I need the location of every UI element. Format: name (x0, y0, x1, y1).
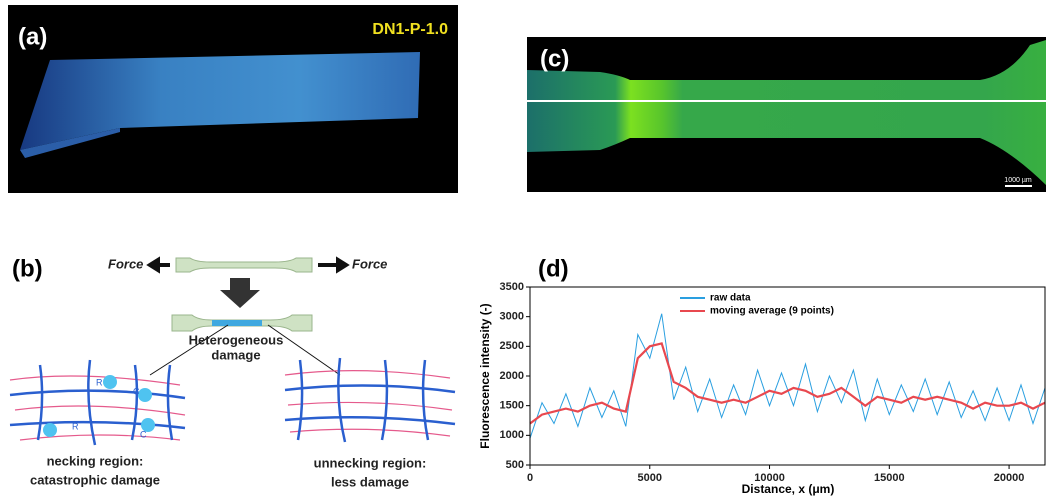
necking-label: catastrophic damage (30, 472, 160, 487)
pointer (149, 324, 229, 376)
x-tick-label: 5000 (638, 472, 662, 484)
y-tick-label: 1500 (500, 400, 524, 412)
panel-label: (a) (18, 23, 47, 50)
y-tick-label: 500 (506, 459, 524, 471)
damage-spots (43, 375, 155, 437)
gel-3d (20, 52, 420, 150)
sample-name: DN1-P-1.0 (372, 21, 448, 38)
x-tick-label: 10000 (754, 472, 785, 484)
panel-label: (b) (12, 255, 43, 282)
legend-label: raw data (710, 293, 751, 304)
scale-bar-label: 1000 µm (1004, 177, 1032, 184)
necking-label: necking region: (47, 453, 144, 468)
y-axis-label: Fluorescence intensity (-) (478, 303, 492, 448)
y-tick-label: 3000 (500, 311, 524, 323)
x-axis-label: Distance, x (μm) (742, 482, 835, 496)
panel-label: (d) (538, 255, 569, 282)
sample-strip (527, 40, 1046, 185)
marker: C (140, 429, 147, 439)
series-line (529, 342, 1046, 425)
unnecking-label: unnecking region: (314, 455, 427, 470)
x-tick-label: 0 (527, 472, 533, 484)
y-tick-label: 3500 (500, 281, 524, 293)
network-unnecking (284, 357, 456, 443)
damage-label: damage (211, 347, 260, 362)
force-label: Force (352, 256, 387, 271)
marker: R (72, 421, 79, 431)
force-arrow (318, 256, 350, 274)
gel-edge (20, 128, 120, 158)
force-arrow (146, 256, 170, 274)
damage-zone (212, 320, 262, 326)
panel-label: (c) (540, 45, 569, 72)
down-arrow (220, 278, 260, 308)
x-tick-label: 20000 (994, 472, 1025, 484)
y-tick-label: 2000 (500, 370, 524, 382)
force-label: Force (108, 256, 143, 271)
y-tick-label: 1000 (500, 429, 524, 441)
legend-label: moving average (9 points) (710, 306, 834, 317)
marker: R (96, 377, 103, 387)
x-tick-label: 15000 (874, 472, 905, 484)
damage-label: Heterogeneous (189, 332, 284, 347)
series-line (529, 313, 1046, 439)
pointer (267, 324, 341, 376)
network-necking (9, 359, 186, 446)
dogbone (175, 257, 313, 273)
plot-frame (529, 286, 1046, 466)
y-tick-label: 2500 (500, 340, 524, 352)
unnecking-label: less damage (331, 474, 409, 489)
marker: C (133, 386, 140, 396)
